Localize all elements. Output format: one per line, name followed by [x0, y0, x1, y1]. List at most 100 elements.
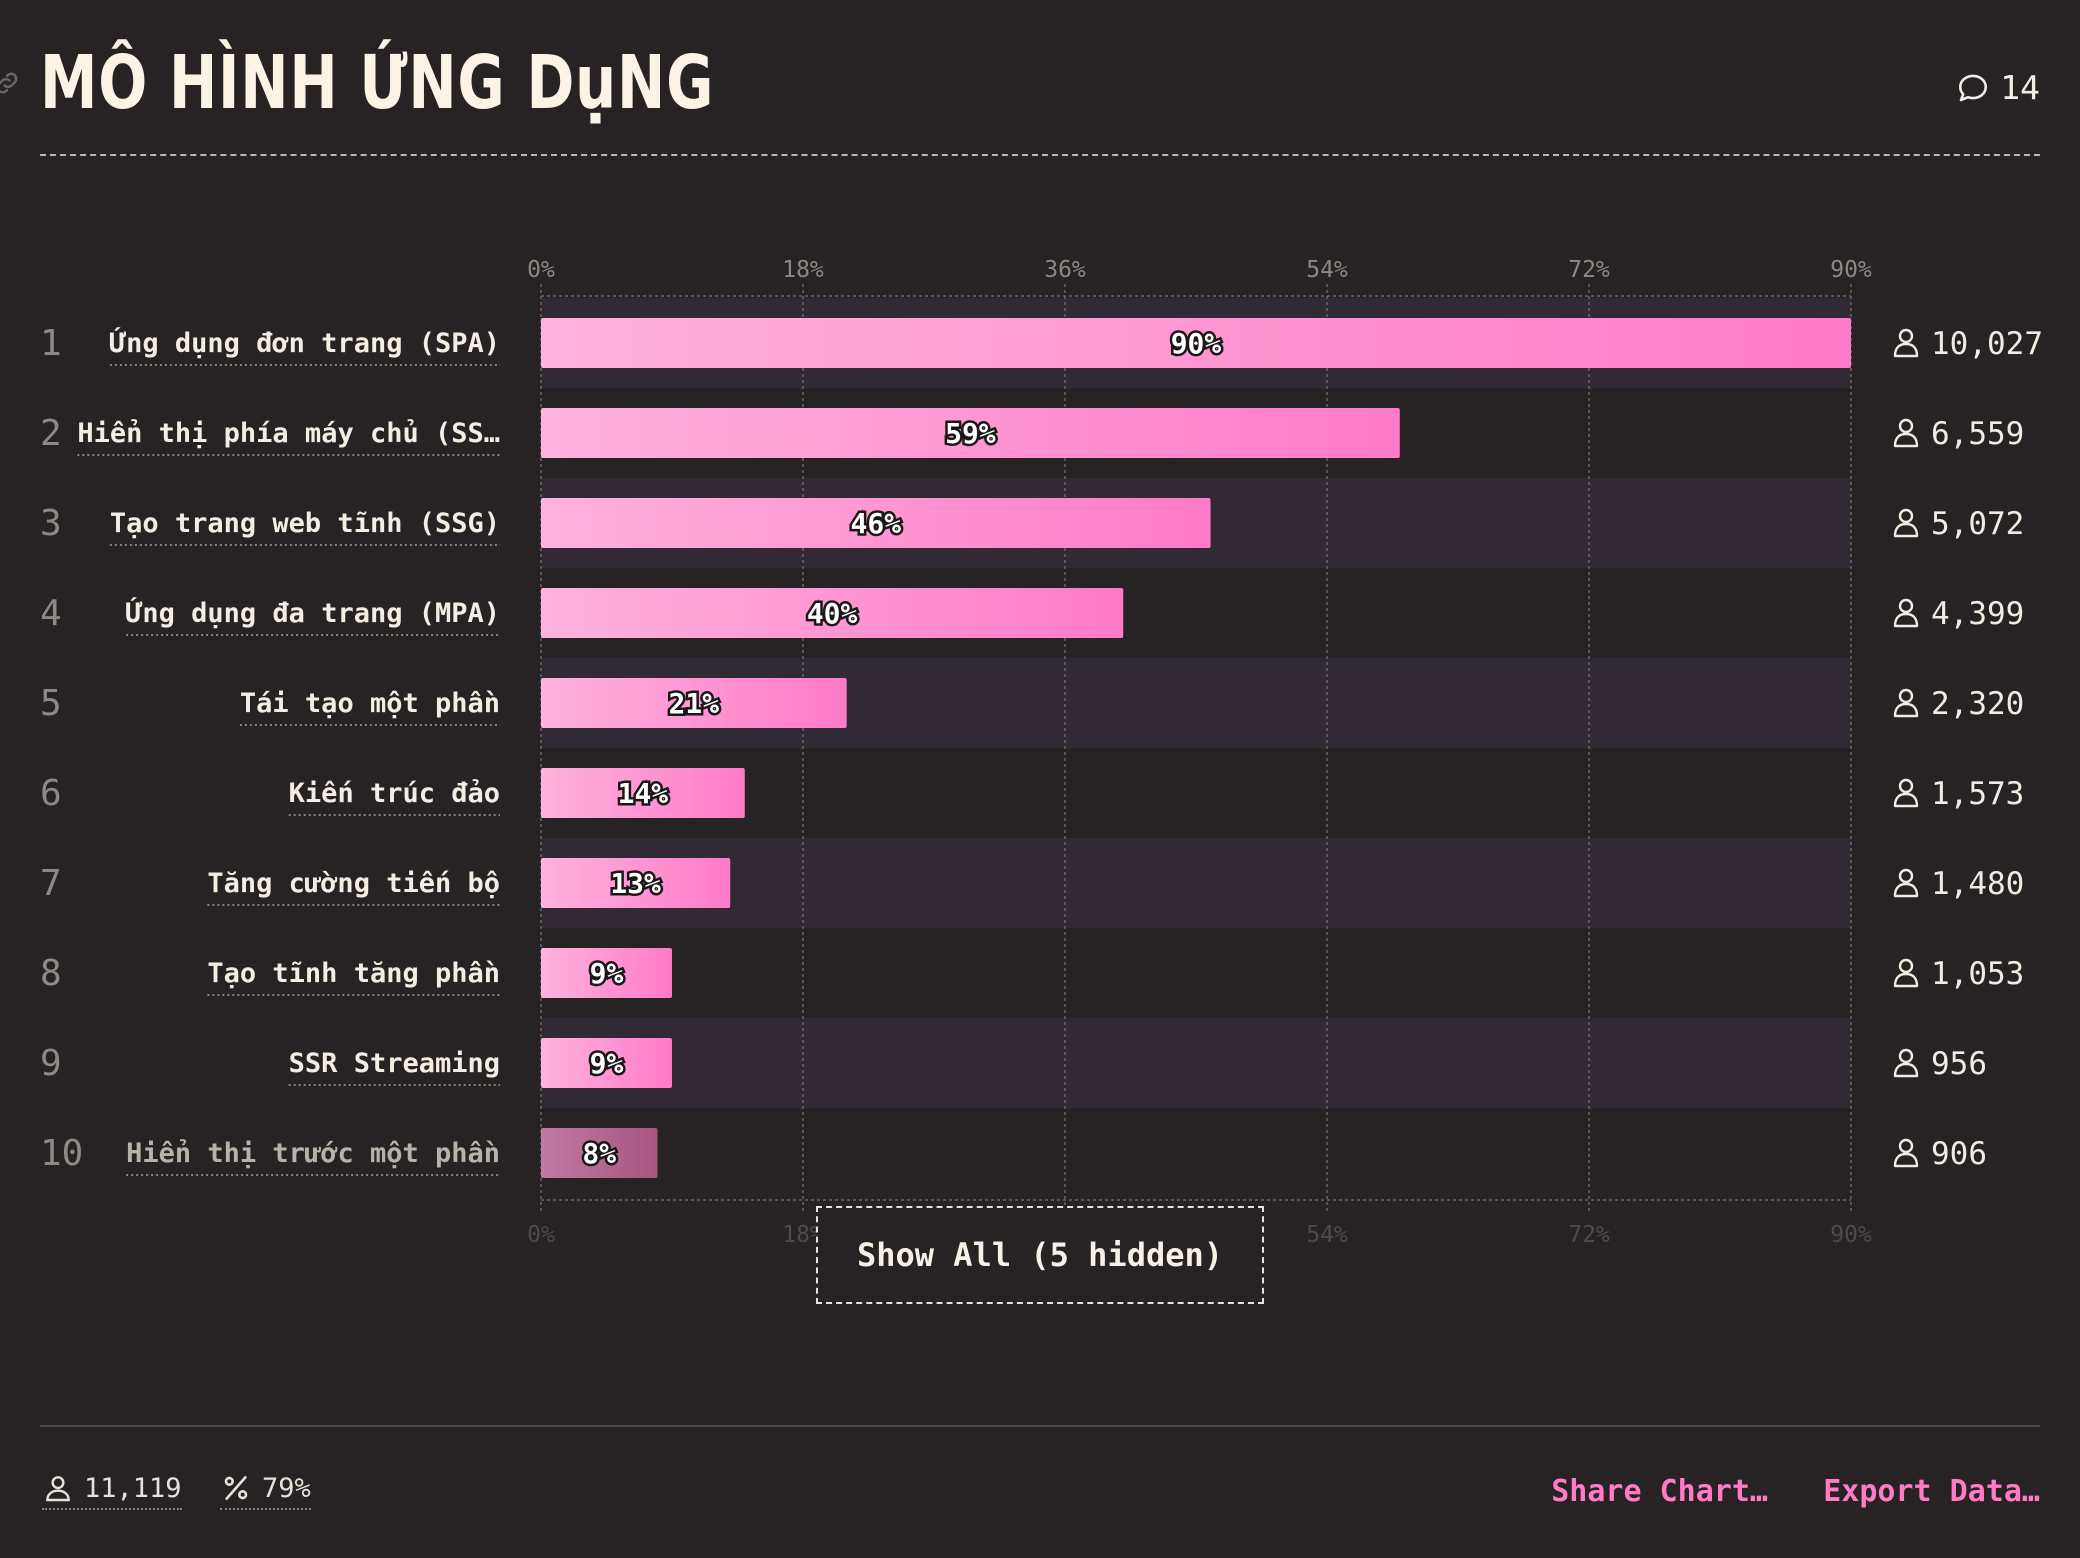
rank-number: 4 [40, 593, 62, 634]
user-icon-head [1898, 688, 1914, 704]
category-label: Hiển thị phía máy chủ (SS… [77, 418, 500, 449]
total-respondents: 11,119 [42, 1472, 182, 1510]
bar [541, 408, 1400, 458]
response-percentage-value: 79% [262, 1472, 311, 1504]
bar [541, 498, 1211, 548]
comment-icon [1959, 74, 1988, 101]
respondent-count: 1,480 [1931, 866, 2024, 902]
category-label: Ứng dụng đa trang (MPA) [126, 597, 500, 629]
user-icon-body [1893, 792, 1919, 808]
row-stripe [541, 838, 1851, 928]
category-label: Tái tạo một phần [240, 688, 500, 719]
bar [541, 858, 731, 908]
category-label: Tăng cường tiến bộ [207, 868, 500, 899]
bar-value-label: 59% [945, 417, 996, 450]
user-icon-body [1893, 882, 1919, 898]
user-icon-head [1898, 1138, 1914, 1154]
bar-value-label: 21% [669, 687, 720, 720]
share-chart-link[interactable]: Share Chart… [1551, 1474, 1768, 1509]
user-icon [1893, 328, 1919, 358]
rank-number: 9 [40, 1043, 62, 1084]
comment-count: 14 [2000, 68, 2040, 107]
export-data-link[interactable]: Export Data… [1823, 1474, 2040, 1509]
user-icon [1893, 418, 1919, 448]
respondent-count: 5,072 [1931, 506, 2024, 542]
percent-icon [224, 1476, 248, 1500]
show-all-button[interactable]: Show All (5 hidden) [816, 1206, 1264, 1304]
bar [541, 1128, 658, 1178]
bar-value-label: 8% [582, 1137, 616, 1170]
user-icon [1893, 958, 1919, 988]
user-icon-head [1898, 328, 1914, 344]
user-icon-body [1893, 612, 1919, 628]
x-tick-label-top: 72% [1568, 257, 1610, 283]
bar-value-label: 13% [610, 867, 661, 900]
rank-number: 2 [40, 413, 62, 454]
respondent-count: 1,573 [1931, 776, 2024, 812]
user-icon [1893, 688, 1919, 718]
bar-value-label: 40% [807, 597, 858, 630]
user-icon-head [1898, 598, 1914, 614]
respondent-count: 906 [1931, 1136, 1987, 1172]
respondent-count: 10,027 [1931, 326, 2043, 362]
x-tick-label-bottom: 0% [527, 1222, 555, 1248]
respondent-count: 1,053 [1931, 956, 2024, 992]
rank-number: 5 [40, 683, 62, 724]
bar [541, 588, 1124, 638]
x-tick-label-top: 18% [782, 257, 824, 283]
bar-value-label: 46% [850, 507, 901, 540]
link-icon[interactable] [0, 68, 22, 98]
user-icon-head [1898, 508, 1914, 524]
respondent-count: 4,399 [1931, 596, 2024, 632]
category-label: SSR Streaming [289, 1048, 500, 1079]
respondent-count: 956 [1931, 1046, 1987, 1082]
bar [541, 948, 672, 998]
category-label: Ứng dụng đơn trang (SPA) [110, 327, 500, 359]
respondent-count: 2,320 [1931, 686, 2024, 722]
respondent-count: 6,559 [1931, 416, 2024, 452]
rank-number: 1 [40, 323, 62, 364]
row-stripe [541, 1018, 1851, 1108]
rank-number: 8 [40, 953, 62, 994]
user-icon-head [1898, 868, 1914, 884]
rank-number: 10 [40, 1133, 83, 1174]
bar-value-label: 14% [618, 777, 669, 810]
x-tick-label-bottom: 90% [1830, 1222, 1872, 1248]
category-label: Hiển thị trước một phần [126, 1138, 500, 1169]
user-icon-head [1898, 778, 1914, 794]
user-icon [1893, 1048, 1919, 1078]
bar [541, 318, 1851, 368]
bar [541, 678, 847, 728]
rank-number: 3 [40, 503, 62, 544]
user-icon-body [1893, 702, 1919, 718]
user-icon-body [1893, 972, 1919, 988]
total-respondents-value: 11,119 [84, 1472, 182, 1504]
user-icon-head [1898, 958, 1914, 974]
user-icon-body [1893, 1062, 1919, 1078]
x-tick-label-top: 36% [1044, 257, 1086, 283]
bar-value-label: 9% [590, 1047, 624, 1080]
x-tick-label-top: 0% [527, 257, 555, 283]
category-label: Kiến trúc đảo [289, 778, 500, 809]
rank-number: 7 [40, 863, 62, 904]
user-icon-body [1893, 522, 1919, 538]
x-tick-label-top: 54% [1306, 257, 1348, 283]
header-divider [40, 154, 2040, 156]
x-tick-label-top: 90% [1830, 257, 1872, 283]
response-percentage: 79% [220, 1472, 311, 1510]
user-icon [1893, 598, 1919, 628]
bar-value-label: 90% [1171, 327, 1222, 360]
user-icon-head [1898, 1048, 1914, 1064]
user-icon-body [1893, 342, 1919, 358]
x-tick-label-bottom: 54% [1306, 1222, 1348, 1248]
bar-chart: 0%0%18%18%36%36%54%54%72%72%90%90%90%1Ứn… [40, 257, 2043, 1248]
user-icon [1893, 508, 1919, 538]
bar [541, 1038, 672, 1088]
comments-button[interactable]: 14 [1956, 68, 2040, 107]
user-icon-body [1893, 432, 1919, 448]
x-tick-label-bottom: 72% [1568, 1222, 1610, 1248]
bar [541, 768, 745, 818]
page-title: MÔ HÌNH ỨNG DụNG [40, 40, 715, 126]
user-icon [1893, 778, 1919, 808]
user-icon [1893, 1138, 1919, 1168]
